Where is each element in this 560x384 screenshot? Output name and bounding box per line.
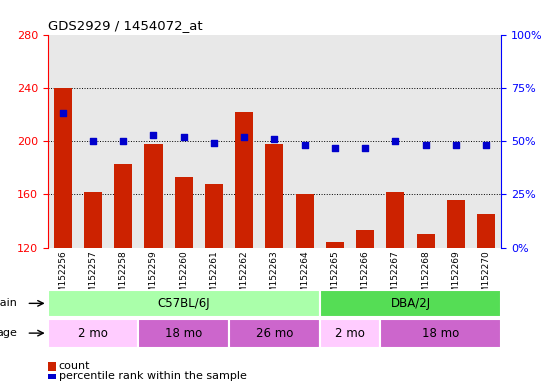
- Bar: [447, 200, 465, 248]
- Point: [451, 142, 460, 149]
- Bar: [380, 319, 501, 348]
- Point: [421, 142, 430, 149]
- Bar: [326, 242, 344, 248]
- Point: [149, 132, 158, 138]
- Point: [330, 144, 339, 151]
- Bar: [477, 214, 495, 248]
- Text: 18 mo: 18 mo: [422, 327, 459, 339]
- Bar: [320, 319, 380, 348]
- Bar: [114, 164, 132, 248]
- Point: [179, 134, 188, 140]
- Point: [58, 110, 67, 116]
- Point: [88, 138, 97, 144]
- Point: [300, 142, 309, 149]
- Bar: [386, 192, 404, 248]
- Text: GDS2929 / 1454072_at: GDS2929 / 1454072_at: [48, 19, 202, 32]
- Point: [240, 134, 249, 140]
- Point: [482, 142, 491, 149]
- Point: [361, 144, 370, 151]
- Text: 26 mo: 26 mo: [256, 327, 293, 339]
- Bar: [265, 144, 283, 248]
- Bar: [54, 88, 72, 248]
- Point: [391, 138, 400, 144]
- Bar: [320, 290, 501, 317]
- Bar: [205, 184, 223, 248]
- Text: strain: strain: [0, 298, 17, 308]
- Text: 2 mo: 2 mo: [335, 327, 365, 339]
- Point: [119, 138, 128, 144]
- Text: DBA/2J: DBA/2J: [390, 297, 431, 310]
- Bar: [296, 194, 314, 248]
- Bar: [175, 177, 193, 248]
- Text: C57BL/6J: C57BL/6J: [157, 297, 210, 310]
- Bar: [84, 192, 102, 248]
- Text: 2 mo: 2 mo: [78, 327, 108, 339]
- Text: age: age: [0, 328, 17, 338]
- Bar: [417, 234, 435, 248]
- Text: count: count: [59, 361, 90, 371]
- Bar: [356, 230, 374, 248]
- Bar: [144, 144, 162, 248]
- Point: [209, 140, 218, 146]
- Bar: [235, 112, 253, 248]
- Bar: [48, 290, 320, 317]
- Text: percentile rank within the sample: percentile rank within the sample: [59, 371, 246, 381]
- Bar: [229, 319, 320, 348]
- Point: [270, 136, 279, 142]
- Bar: [48, 319, 138, 348]
- Bar: [138, 319, 229, 348]
- Text: 18 mo: 18 mo: [165, 327, 202, 339]
